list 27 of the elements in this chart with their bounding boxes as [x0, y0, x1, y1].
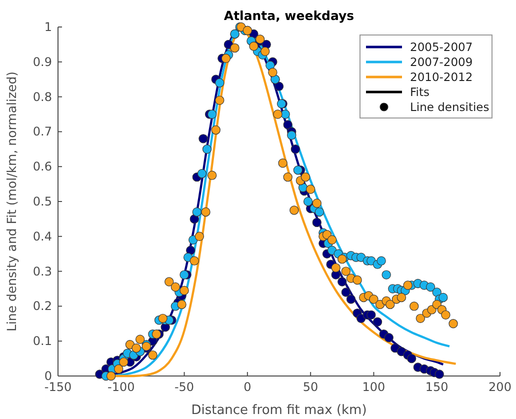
x-tick-label: 150	[425, 380, 448, 394]
chart-title: Atlanta, weekdays	[224, 8, 354, 23]
y-tick-label: 1	[44, 20, 52, 34]
legend-label: 2005-2007	[410, 40, 473, 54]
legend-label: 2010-2012	[410, 70, 473, 84]
y-tick-label: 0.5	[32, 194, 52, 208]
y-tick-label: 0.6	[32, 160, 52, 174]
legend-label: Fits	[410, 85, 430, 99]
legend-label: Line densities	[410, 100, 490, 114]
x-tick-label: -150	[44, 380, 72, 394]
x-tick-label: -100	[108, 380, 135, 394]
x-tick-label: 100	[362, 380, 386, 394]
y-tick-label: 0.1	[32, 334, 52, 348]
x-tick-label: -50	[174, 380, 194, 394]
y-tick-label: 0.3	[32, 264, 52, 278]
y-tick-label: 0.4	[32, 229, 52, 244]
y-axis-title: Line density and Fit (mol/km, normalized)	[4, 71, 19, 332]
y-tick-label: 0	[44, 369, 52, 383]
y-tick-label: 0.9	[32, 54, 52, 69]
x-tick-label: 50	[302, 380, 318, 394]
x-tick-label: 200	[488, 380, 512, 394]
x-tick-label: 0	[244, 380, 252, 394]
legend-label: 2007-2009	[410, 55, 473, 69]
y-tick-label: 0.7	[32, 124, 52, 139]
x-axis-title: Distance from fit max (km)	[191, 403, 367, 418]
y-tick-label: 0.8	[32, 90, 52, 104]
y-tick-label: 0.2	[32, 299, 52, 314]
